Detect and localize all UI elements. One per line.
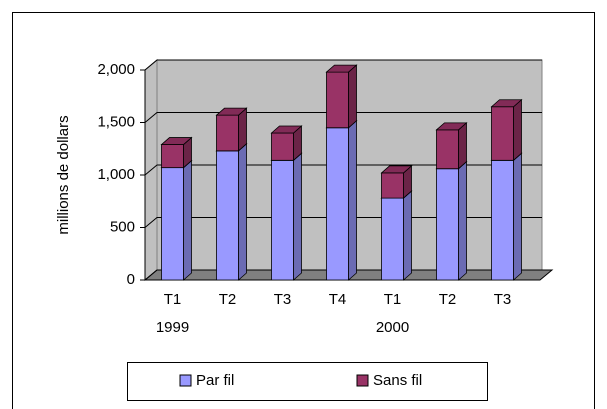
bar-top	[490, 99, 523, 108]
bar	[436, 168, 459, 281]
bar	[326, 127, 349, 281]
legend-swatch	[356, 374, 369, 387]
bar-side	[458, 121, 467, 170]
bar	[216, 114, 239, 152]
x-tick-label: T3	[494, 291, 512, 308]
grid-line	[144, 59, 542, 71]
bar	[381, 172, 404, 199]
legend-label: Par fil	[196, 372, 234, 389]
bar	[491, 159, 514, 281]
bar	[161, 144, 184, 169]
bar-side	[348, 119, 357, 281]
grid-line	[144, 217, 542, 228]
bar-top	[160, 137, 193, 145]
bar	[381, 197, 404, 281]
grid-line	[144, 112, 542, 123]
bar-side	[403, 190, 412, 281]
legend-swatch	[179, 374, 192, 387]
y-tick-label: 1,500	[97, 113, 135, 130]
x-tick-label: T4	[329, 291, 347, 308]
y-axis-label: millions de dollars	[55, 115, 72, 234]
bar-side	[513, 98, 522, 162]
bar-top	[215, 107, 248, 116]
y-tick-label: 1,000	[97, 166, 135, 183]
legend-label: Sans fil	[373, 372, 422, 389]
bar	[271, 159, 294, 281]
bar-side	[238, 142, 247, 281]
y-tick-label: 2,000	[97, 61, 135, 78]
bar-top	[380, 165, 413, 174]
x-tick-label: T1	[164, 291, 182, 308]
bar	[161, 167, 184, 281]
bar-side	[293, 152, 302, 281]
bar	[436, 129, 459, 170]
bar	[271, 132, 294, 161]
x-group-label: 2000	[376, 319, 409, 336]
bar-side	[348, 64, 357, 129]
bar-top	[325, 64, 358, 73]
grid-line	[144, 164, 542, 176]
x-tick-label: T2	[219, 291, 237, 308]
bar	[326, 71, 349, 129]
x-tick-label: T3	[274, 291, 292, 308]
grid-line	[144, 269, 542, 281]
x-group-label: 1999	[156, 319, 189, 336]
bar-top	[270, 125, 303, 134]
x-tick-label: T1	[384, 291, 402, 308]
y-tick-label: 0	[127, 271, 135, 288]
bar-side	[458, 160, 467, 281]
bar-top	[435, 122, 468, 131]
x-tick-label: T2	[439, 291, 457, 308]
bar-side	[513, 152, 522, 281]
bar	[491, 106, 514, 161]
y-tick-label: 500	[110, 218, 135, 235]
bar	[216, 150, 239, 281]
bar-side	[183, 159, 192, 281]
